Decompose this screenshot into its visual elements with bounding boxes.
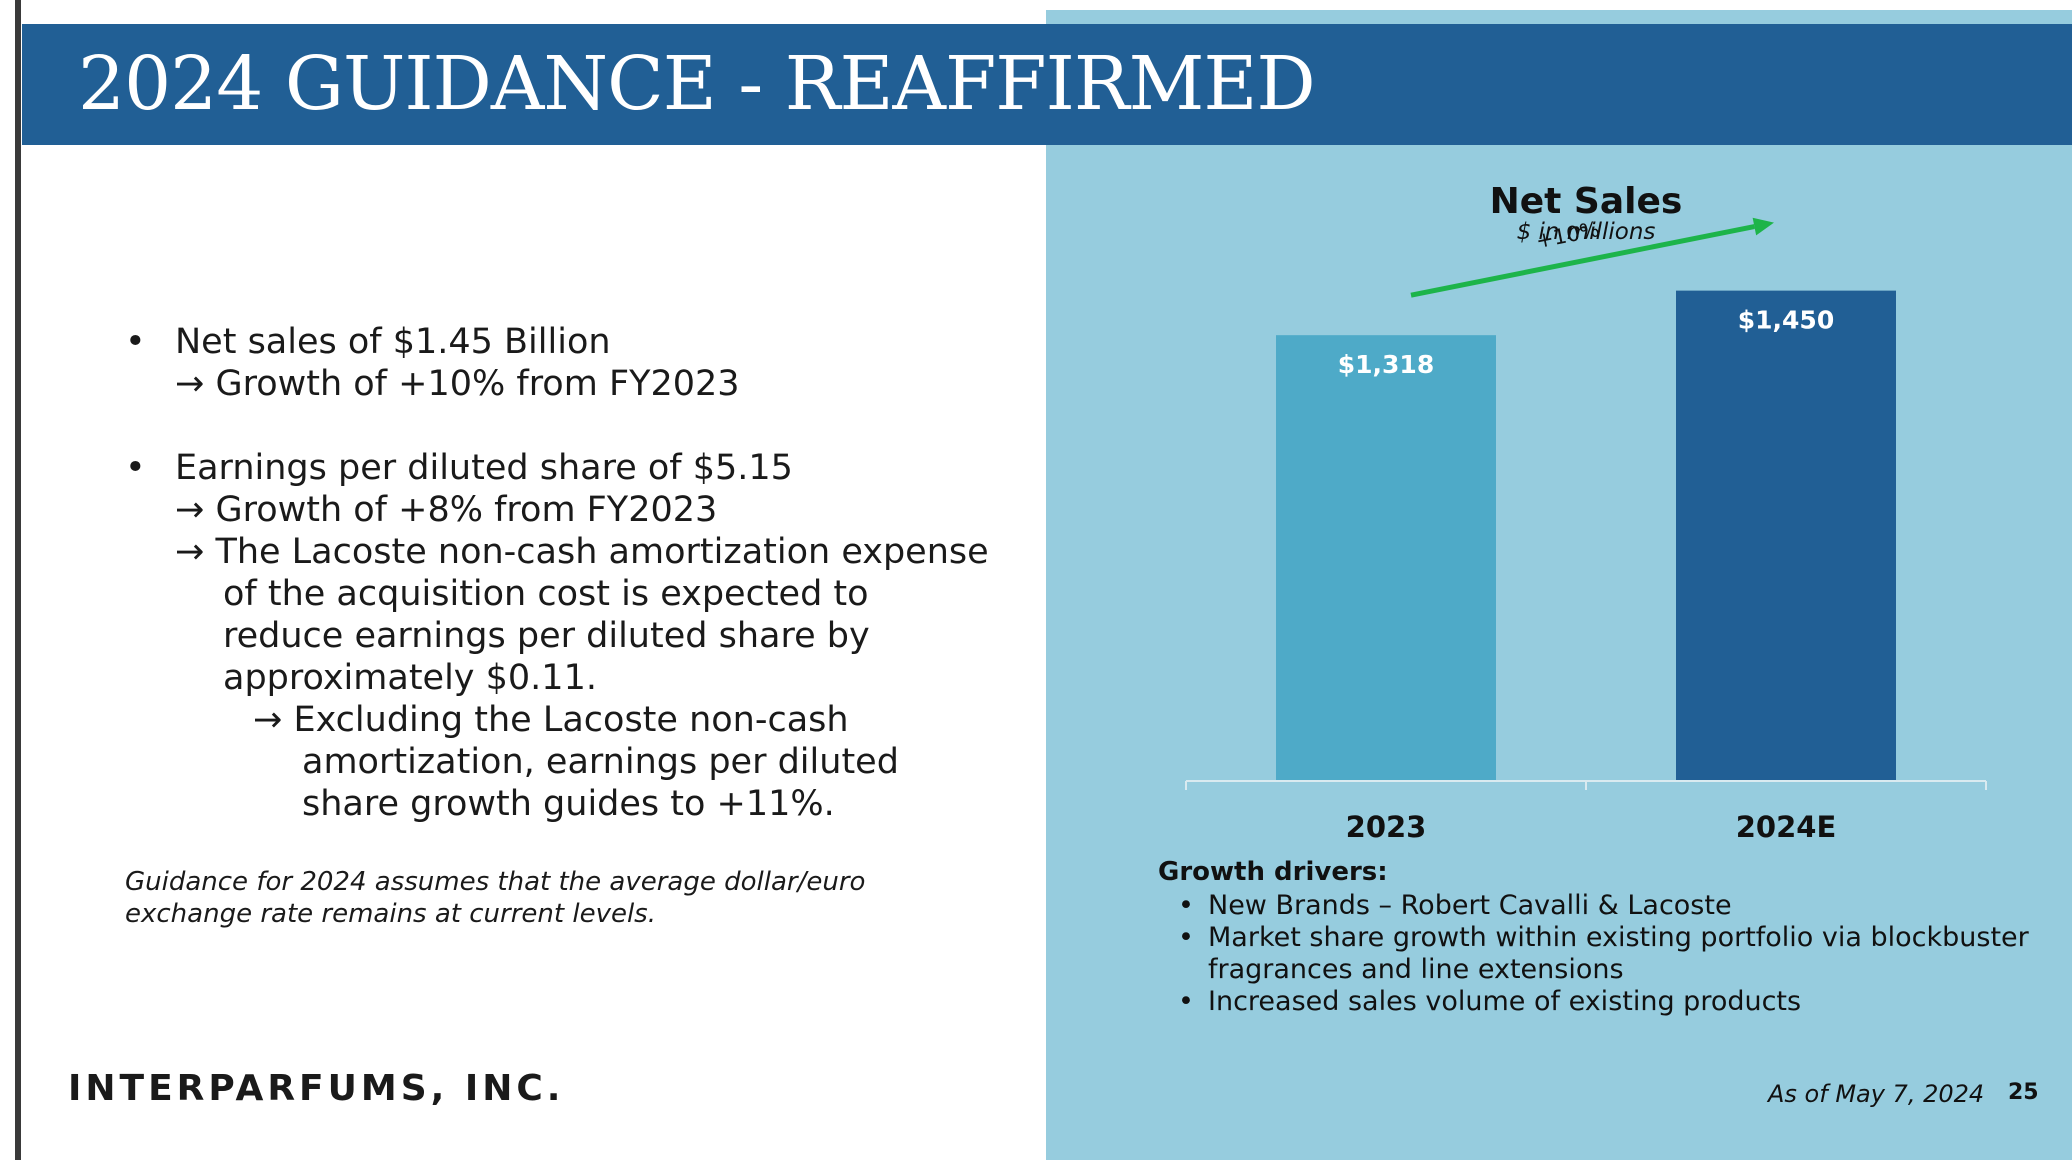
fx-footnote-line-1: Guidance for 2024 assumes that the avera… — [125, 867, 866, 897]
bullet-dot: • — [125, 322, 146, 362]
bullet-dot: • — [1178, 922, 1194, 953]
lacoste-amortization-line-2: of the acquisition cost is expected to — [223, 574, 869, 614]
growth-drivers-list: • New Brands – Robert Cavalli & Lacoste •… — [1178, 890, 2048, 1018]
page-number: 25 — [2008, 1080, 2039, 1105]
excluding-lacoste-line-2: amortization, earnings per diluted — [302, 742, 899, 782]
x-tick-label: 2023 — [1346, 810, 1427, 844]
x-tick-label: 2024E — [1736, 810, 1837, 844]
chart-title: Net Sales — [1490, 181, 1683, 222]
fx-footnote-line-2: exchange rate remains at current levels. — [125, 899, 656, 929]
fx-footnote: Guidance for 2024 assumes that the avera… — [125, 866, 925, 930]
title-bar — [22, 24, 2072, 145]
bar-2023 — [1276, 335, 1496, 780]
bullet-net-sales: • Net sales of $1.45 Billion — [125, 321, 611, 363]
growth-driver-item: • New Brands – Robert Cavalli & Lacoste — [1178, 890, 2048, 922]
growth-arrow-head — [1752, 217, 1774, 236]
bullet-eps: • Earnings per diluted share of $5.15 — [125, 447, 793, 489]
growth-drivers-title: Growth drivers: — [1158, 857, 1388, 887]
as-of-date: As of May 7, 2024 — [1768, 1080, 1985, 1108]
left-edge-rule — [15, 0, 21, 1160]
slide-title: 2024 GUIDANCE - REAFFIRMED — [78, 41, 1316, 127]
net-sales-chart: Net Sales $ in millions $1,318 $1,450 202… — [1185, 181, 1987, 844]
bullet-dot: • — [125, 448, 146, 488]
bar-2024e — [1676, 290, 1896, 780]
growth-driver-item: • Market share growth within existing por… — [1178, 922, 2048, 986]
bullet-eps-growth: → Growth of +8% from FY2023 — [175, 490, 718, 530]
bullet-net-sales-text: Net sales of $1.45 Billion — [175, 322, 611, 362]
bar-value-label: $1,450 — [1738, 306, 1834, 335]
excluding-lacoste-line-1: → Excluding the Lacoste non-cash — [253, 700, 849, 740]
growth-arrow-line — [1410, 224, 1755, 298]
bar-value-label: $1,318 — [1338, 350, 1434, 379]
growth-driver-text: Market share growth within existing port… — [1208, 922, 2029, 985]
company-name: INTERPARFUMS, INC. — [68, 1068, 565, 1109]
bullet-eps-text: Earnings per diluted share of $5.15 — [175, 448, 793, 488]
growth-driver-text: New Brands – Robert Cavalli & Lacoste — [1208, 890, 1732, 921]
growth-driver-text: Increased sales volume of existing produ… — [1208, 986, 1802, 1017]
lacoste-amortization-line-4: approximately $0.11. — [223, 658, 597, 698]
bullet-net-sales-growth: → Growth of +10% from FY2023 — [175, 364, 740, 404]
lacoste-amortization-line-1: → The Lacoste non-cash amortization expe… — [175, 532, 989, 572]
chart-panel — [1046, 10, 2072, 1160]
growth-driver-item: • Increased sales volume of existing prod… — [1178, 986, 2048, 1018]
bullet-dot: • — [1178, 890, 1194, 921]
bullet-dot: • — [1178, 986, 1194, 1017]
lacoste-amortization-line-3: reduce earnings per diluted share by — [223, 616, 870, 656]
excluding-lacoste-line-3: share growth guides to +11%. — [302, 784, 835, 824]
chart-subtitle: $ in millions — [1517, 219, 1656, 245]
